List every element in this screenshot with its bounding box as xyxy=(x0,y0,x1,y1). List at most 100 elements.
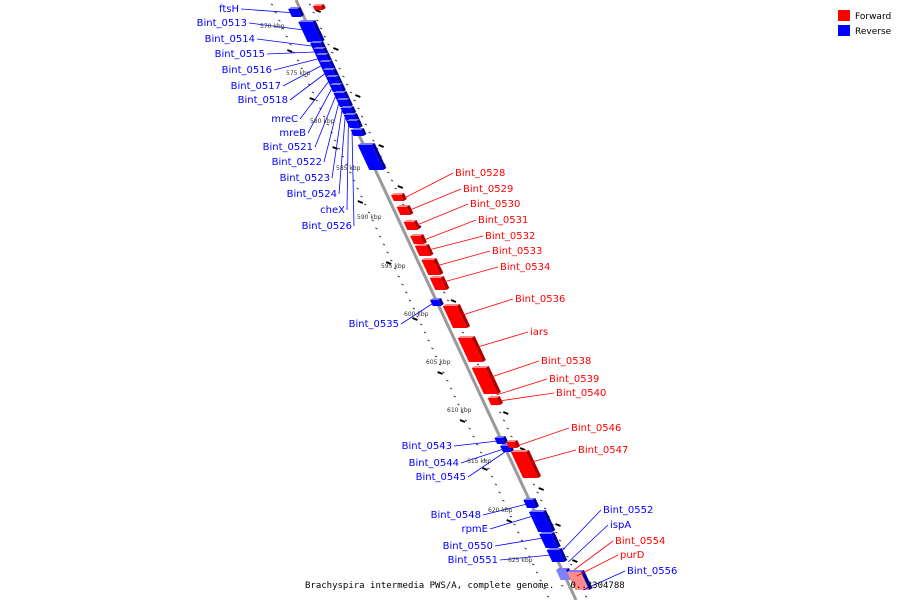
gene-label[interactable]: Bint_0529 xyxy=(463,184,513,195)
gene-feature-reverse[interactable] xyxy=(329,83,346,92)
gene-label[interactable]: Bint_0536 xyxy=(515,294,565,305)
tick-dot xyxy=(499,411,502,414)
tick-dot xyxy=(475,443,479,446)
gene-label[interactable]: Bint_0547 xyxy=(578,445,628,456)
gene-feature-forward[interactable] xyxy=(442,304,471,328)
gene-feature-side xyxy=(346,98,353,107)
gene-label[interactable]: Bint_0535 xyxy=(349,319,399,330)
gene-label[interactable]: cheX xyxy=(320,205,345,216)
gene-feature-reverse[interactable] xyxy=(523,498,540,508)
gene-label[interactable]: Bint_0518 xyxy=(238,95,288,106)
tick-dot xyxy=(304,75,307,78)
gene-label[interactable]: Bint_0556 xyxy=(627,566,677,577)
tick-dot xyxy=(323,35,327,38)
gene-label[interactable]: Bint_0514 xyxy=(205,34,255,45)
gene-label[interactable]: Bint_0516 xyxy=(222,65,272,76)
gene-feature-top xyxy=(310,41,324,43)
major-tick xyxy=(286,49,293,53)
gene-feature-top xyxy=(322,68,336,70)
gene-label[interactable]: Bint_0517 xyxy=(231,81,281,92)
tick-dot xyxy=(296,59,300,62)
gene-feature-side xyxy=(335,75,343,85)
position-label: 575 kbp xyxy=(286,70,311,77)
gene-label[interactable]: Bint_0546 xyxy=(571,423,621,434)
gene-label[interactable]: Bint_0530 xyxy=(470,199,520,210)
tick-dot xyxy=(513,523,516,526)
gene-feature-forward[interactable] xyxy=(457,336,486,362)
gene-feature-side xyxy=(514,440,521,448)
gene-label[interactable]: Bint_0550 xyxy=(443,541,493,552)
gene-feature-body xyxy=(523,500,537,508)
gene-label[interactable]: Bint_0554 xyxy=(615,536,665,547)
gene-feature-top xyxy=(539,532,555,534)
gene-feature-reverse[interactable] xyxy=(494,436,509,444)
gene-feature-forward[interactable] xyxy=(421,258,444,275)
gene-feature-forward[interactable] xyxy=(471,366,501,394)
gene-label[interactable]: Bint_0551 xyxy=(448,555,498,566)
gene-feature-reverse[interactable] xyxy=(340,106,357,114)
leader-line xyxy=(409,188,462,211)
major-tick xyxy=(459,419,466,423)
gene-feature-forward[interactable] xyxy=(429,276,450,290)
gene-label[interactable]: Bint_0528 xyxy=(455,168,505,179)
tick-dot xyxy=(438,363,442,366)
gene-label[interactable]: Bint_0521 xyxy=(263,142,313,153)
leader-line xyxy=(404,172,454,199)
gene-label[interactable]: Bint_0515 xyxy=(215,49,265,60)
gene-feature-reverse[interactable] xyxy=(357,143,387,170)
tick-dot xyxy=(345,83,349,86)
gene-feature-forward[interactable] xyxy=(396,205,414,215)
gene-label[interactable]: rpmE xyxy=(461,524,488,535)
gene-label[interactable]: Bint_0534 xyxy=(500,262,550,273)
gene-label[interactable]: Bint_0522 xyxy=(272,157,322,168)
gene-feature-forward[interactable] xyxy=(391,193,407,201)
tick-dot xyxy=(423,331,427,334)
gene-label[interactable]: Bint_0539 xyxy=(549,374,599,385)
gene-feature-body xyxy=(421,260,441,275)
gene-label[interactable]: Bint_0552 xyxy=(603,505,653,516)
gene-label[interactable]: Bint_0544 xyxy=(409,458,459,469)
gene-label[interactable]: Bint_0526 xyxy=(302,221,352,232)
tick-dot xyxy=(378,235,382,238)
gene-feature-reverse[interactable] xyxy=(336,98,353,107)
gene-label[interactable]: Bint_0545 xyxy=(416,472,466,483)
gene-label[interactable]: Bint_0548 xyxy=(431,510,481,521)
gene-feature-forward[interactable] xyxy=(410,234,427,244)
gene-label[interactable]: ispA xyxy=(610,520,631,531)
gene-label[interactable]: Bint_0531 xyxy=(478,215,528,226)
gene-feature-reverse[interactable] xyxy=(322,68,339,77)
gene-feature-forward[interactable] xyxy=(506,440,521,448)
gene-label[interactable]: Bint_0523 xyxy=(280,173,330,184)
major-tick xyxy=(332,146,338,150)
gene-feature-body xyxy=(457,338,483,362)
gene-label[interactable]: mreC xyxy=(271,114,298,125)
gene-label[interactable]: ftsH xyxy=(219,4,239,15)
gene-feature-top xyxy=(528,510,546,512)
gene-feature-forward[interactable] xyxy=(312,4,326,10)
gene-label[interactable]: purD xyxy=(620,550,645,561)
gene-feature-reverse[interactable] xyxy=(430,298,444,306)
gene-feature-reverse[interactable] xyxy=(346,119,363,128)
gene-label[interactable]: Bint_0543 xyxy=(402,441,452,452)
gene-label[interactable]: iars xyxy=(530,327,548,338)
gene-label[interactable]: Bint_0532 xyxy=(485,231,535,242)
gene-feature-forward[interactable] xyxy=(403,220,421,230)
gene-feature-reverse[interactable] xyxy=(546,548,568,562)
gene-label[interactable]: Bint_0533 xyxy=(492,246,542,257)
gene-feature-reverse[interactable] xyxy=(350,128,367,136)
gene-feature-forward[interactable] xyxy=(510,450,542,478)
gene-feature-reverse[interactable] xyxy=(298,20,325,42)
gene-feature-reverse[interactable] xyxy=(528,510,556,532)
gene-feature-forward[interactable] xyxy=(414,244,434,256)
gene-feature-reverse[interactable] xyxy=(539,532,561,548)
tick-dot xyxy=(536,491,539,494)
gene-label[interactable]: Bint_0540 xyxy=(556,388,606,399)
leader-line xyxy=(459,298,514,317)
gene-feature-body xyxy=(546,550,565,562)
gene-label[interactable]: mreB xyxy=(279,128,306,139)
leader-line xyxy=(331,110,343,179)
gene-label[interactable]: Bint_0538 xyxy=(541,356,591,367)
gene-feature-forward[interactable] xyxy=(566,570,593,590)
gene-label[interactable]: Bint_0524 xyxy=(287,189,337,200)
gene-label[interactable]: Bint_0513 xyxy=(197,18,247,29)
